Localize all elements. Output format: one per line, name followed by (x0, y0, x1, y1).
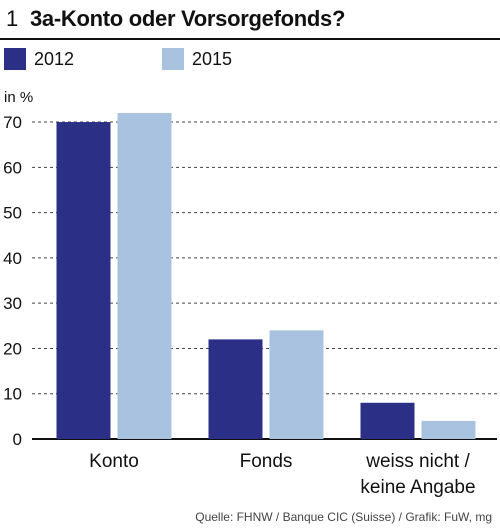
chart-title: 3a-Konto oder Vorsorgefonds? (30, 6, 346, 31)
title-divider (0, 38, 500, 40)
bar-2015-1 (269, 330, 324, 439)
y-tick-label-70: 70 (3, 113, 22, 132)
bar-2015-0 (117, 113, 172, 439)
bar-2015-2 (421, 420, 476, 439)
figure-number: 1 (6, 6, 19, 31)
x-category-label-0-0: Konto (89, 451, 139, 472)
bar-2012-2 (360, 402, 415, 439)
source-credit: Quelle: FHNW / Banque CIC (Suisse) / Gra… (195, 510, 492, 524)
legend-item-2015: 2015 (162, 46, 232, 72)
x-category-label-2-1: keine Angabe (360, 477, 475, 498)
legend-label-2015: 2015 (192, 48, 233, 69)
y-tick-label-50: 50 (3, 204, 22, 223)
y-tick-label-10: 10 (3, 385, 22, 404)
legend: 2012 2015 (0, 46, 500, 72)
x-category-label-1-0: Fonds (240, 451, 293, 472)
legend-swatch-2015 (162, 48, 184, 70)
title-bar: 1 3a-Konto oder Vorsorgefonds? (0, 0, 500, 40)
bar-2012-1 (208, 339, 263, 439)
bar-chart: in % 0 10 20 30 40 50 60 70 Konto Fonds weiss nicht… (3, 89, 497, 498)
y-axis-label: in % (4, 89, 33, 106)
legend-swatch-2012 (4, 48, 26, 70)
y-tick-label-60: 60 (3, 158, 22, 177)
x-category-label-2-0: weiss nicht / (365, 451, 470, 472)
bar-2012-0 (56, 122, 111, 440)
legend-label-2012: 2012 (34, 48, 75, 69)
y-tick-label-40: 40 (3, 249, 22, 268)
y-tick-label-20: 20 (3, 339, 22, 358)
legend-item-2012: 2012 (4, 46, 74, 72)
y-tick-label-0: 0 (13, 430, 22, 449)
y-tick-label-30: 30 (3, 294, 22, 313)
